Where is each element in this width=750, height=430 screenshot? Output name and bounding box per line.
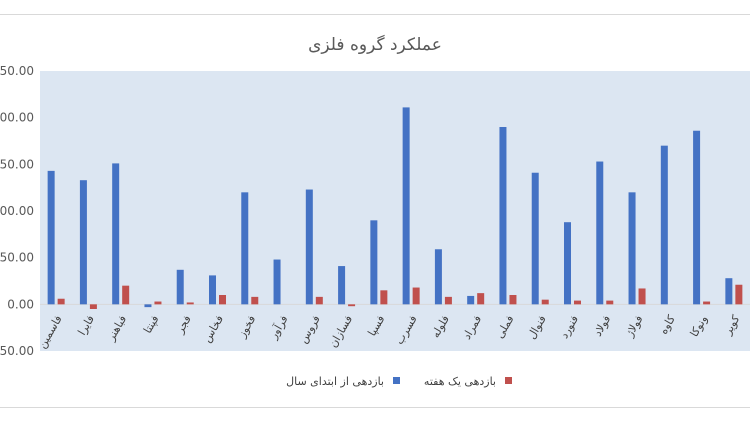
bar-series1-6 xyxy=(209,275,216,305)
bar-series2-4 xyxy=(154,301,162,305)
bar-series2-1 xyxy=(57,298,65,305)
bar-series2-7 xyxy=(251,296,259,305)
bar-series1-1 xyxy=(47,170,55,305)
bar-series2-14 xyxy=(477,293,485,305)
legend-label-2: بازدهی یک هفته xyxy=(424,375,496,388)
bar-series2-6 xyxy=(219,295,226,305)
y-tick-label: 0.00 xyxy=(7,297,34,311)
y-tick-label: 200.00 xyxy=(0,111,34,125)
bar-series1-3 xyxy=(112,163,120,305)
bar-series2-10 xyxy=(348,304,356,307)
y-tick-label: 50.00 xyxy=(0,251,34,265)
bar-series1-18 xyxy=(596,161,604,305)
bar-series1-12 xyxy=(402,107,410,305)
bar-series2-3 xyxy=(122,285,130,305)
y-tick-label: 150.00 xyxy=(0,157,34,171)
legend-label-1: بازدهی از ابتدای سال xyxy=(286,375,384,388)
y-tick-label: 250.00 xyxy=(0,64,34,78)
bar-series2-13 xyxy=(444,296,452,305)
y-tick-label: 100.00 xyxy=(0,204,34,218)
bar-series1-9 xyxy=(305,189,313,305)
bar-series2-5 xyxy=(186,302,194,305)
bar-series1-21 xyxy=(693,130,701,305)
bar-series2-16 xyxy=(541,299,549,305)
chart-frame xyxy=(0,14,750,408)
bar-series1-4 xyxy=(144,304,152,308)
bar-series2-11 xyxy=(380,290,388,305)
y-tick-label: -50.00 xyxy=(0,344,34,358)
bar-series1-13 xyxy=(434,249,442,305)
bar-series1-19 xyxy=(628,192,636,305)
bar-series2-19 xyxy=(638,288,646,305)
bar-series1-11 xyxy=(370,220,378,305)
bar-series1-20 xyxy=(660,145,668,305)
bar-series2-17 xyxy=(574,300,581,305)
bar-series1-15 xyxy=(499,127,507,305)
bar-series2-21 xyxy=(703,301,711,305)
bar-series1-14 xyxy=(467,295,475,305)
bar-series1-16 xyxy=(531,172,539,305)
bar-series2-15 xyxy=(509,295,517,305)
bar-series2-2 xyxy=(89,304,97,309)
legend-swatch-2 xyxy=(505,377,512,384)
bar-series1-5 xyxy=(176,269,184,305)
bar-series2-12 xyxy=(412,287,420,305)
bar-series1-10 xyxy=(338,266,346,305)
bar-series1-17 xyxy=(564,222,571,305)
bar-series1-2 xyxy=(79,180,87,305)
bar-series1-22 xyxy=(725,278,733,305)
bar-series1-7 xyxy=(241,192,249,305)
bar-series2-18 xyxy=(606,300,614,305)
chart-title: عملکرد گروه فلزی xyxy=(308,34,442,55)
legend-swatch-1 xyxy=(393,377,400,384)
bar-series1-8 xyxy=(273,259,281,305)
bar-series2-9 xyxy=(315,296,323,305)
bar-series2-22 xyxy=(735,284,743,305)
plot-area xyxy=(40,71,750,351)
